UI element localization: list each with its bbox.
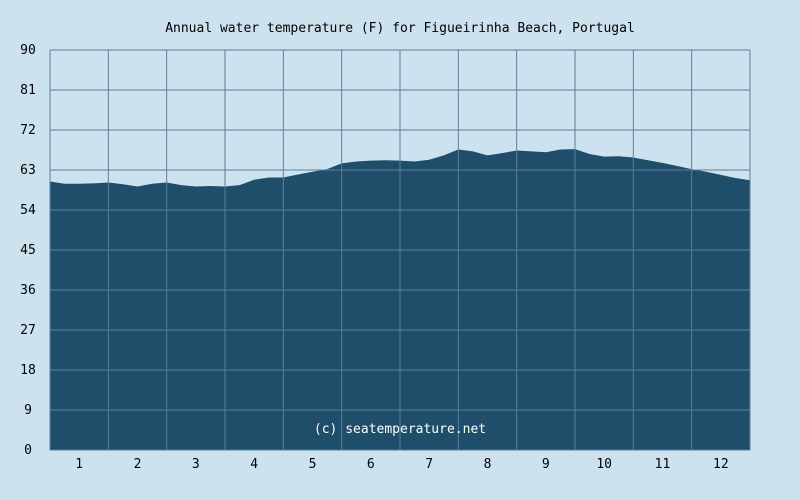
x-tick-label: 9 bbox=[542, 457, 550, 472]
x-tick-label: 8 bbox=[484, 457, 492, 472]
y-tick-label: 27 bbox=[20, 323, 36, 338]
y-axis-ticks: 0 9 18 27 36 45 54 63 72 81 90 bbox=[20, 43, 36, 458]
chart-title: Annual water temperature (F) for Figueir… bbox=[165, 21, 635, 36]
x-axis-ticks: 1 2 3 4 5 6 7 8 9 10 11 12 bbox=[75, 457, 728, 472]
x-tick-label: 11 bbox=[655, 457, 671, 472]
x-tick-label: 10 bbox=[596, 457, 612, 472]
x-tick-label: 2 bbox=[134, 457, 142, 472]
grid-lines bbox=[49, 49, 751, 451]
y-tick-label: 18 bbox=[20, 363, 36, 378]
y-tick-label: 45 bbox=[20, 243, 36, 258]
x-tick-label: 5 bbox=[309, 457, 317, 472]
y-tick-label: 81 bbox=[20, 83, 36, 98]
x-tick-label: 6 bbox=[367, 457, 375, 472]
y-tick-label: 54 bbox=[20, 203, 36, 218]
x-tick-label: 4 bbox=[250, 457, 258, 472]
watermark-label: (c) seatemperature.net bbox=[314, 422, 486, 437]
x-tick-label: 1 bbox=[75, 457, 83, 472]
x-tick-label: 7 bbox=[425, 457, 433, 472]
y-tick-label: 63 bbox=[20, 163, 36, 178]
x-tick-label: 12 bbox=[713, 457, 729, 472]
y-tick-label: 72 bbox=[20, 123, 36, 138]
y-tick-label: 9 bbox=[24, 403, 32, 418]
y-tick-label: 0 bbox=[24, 443, 32, 458]
y-tick-label: 90 bbox=[20, 43, 36, 58]
y-tick-label: 36 bbox=[20, 283, 36, 298]
x-tick-label: 3 bbox=[192, 457, 200, 472]
